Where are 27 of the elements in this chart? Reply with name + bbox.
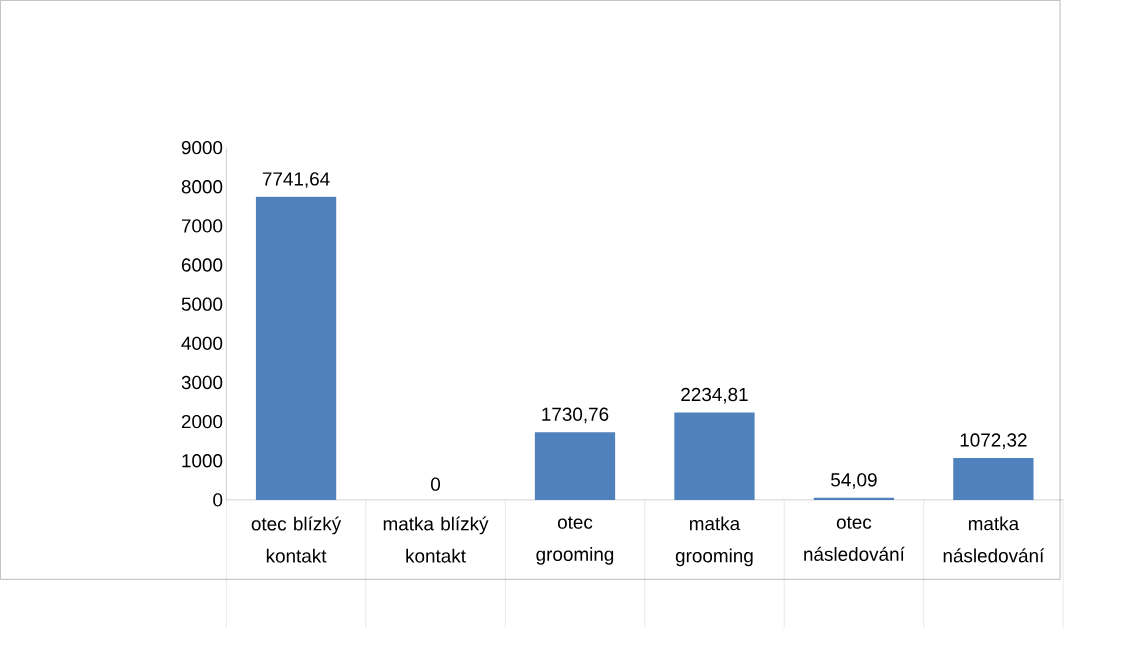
y-tick-label: 4000 — [181, 336, 223, 350]
y-tick-label: 5000 — [181, 297, 223, 311]
data-label: 2234,81 — [681, 387, 748, 404]
x-tick-label: matka následování — [943, 516, 1045, 563]
y-tick-label: 8000 — [181, 180, 223, 194]
x-tick-label: matka blízký kontakt — [383, 516, 489, 563]
y-tick-label: 3000 — [181, 375, 223, 390]
y-tick-label: 9000 — [181, 140, 223, 155]
x-tick-label: matka grooming — [675, 516, 753, 567]
y-tick-label: 2000 — [181, 414, 223, 429]
bar — [534, 432, 616, 500]
x-tick-label: otec blízký kontakt — [251, 516, 342, 563]
data-label: 1072,32 — [960, 433, 1027, 449]
bar — [255, 196, 337, 500]
bar — [813, 497, 895, 500]
data-label: 1730,76 — [542, 407, 609, 424]
y-tick-label: 1000 — [182, 454, 223, 468]
x-tick-label: otec následování — [804, 516, 905, 561]
y-tick-label: 0 — [213, 493, 223, 507]
y-tick-label: 6000 — [181, 258, 223, 272]
bar — [674, 412, 755, 500]
bar — [953, 457, 1034, 500]
data-label: 54,09 — [831, 473, 877, 489]
data-label: 7741,64 — [262, 172, 330, 188]
x-tick-label: otec grooming — [536, 516, 614, 565]
y-tick-label: 7000 — [181, 219, 223, 233]
data-label: 0 — [431, 477, 441, 491]
